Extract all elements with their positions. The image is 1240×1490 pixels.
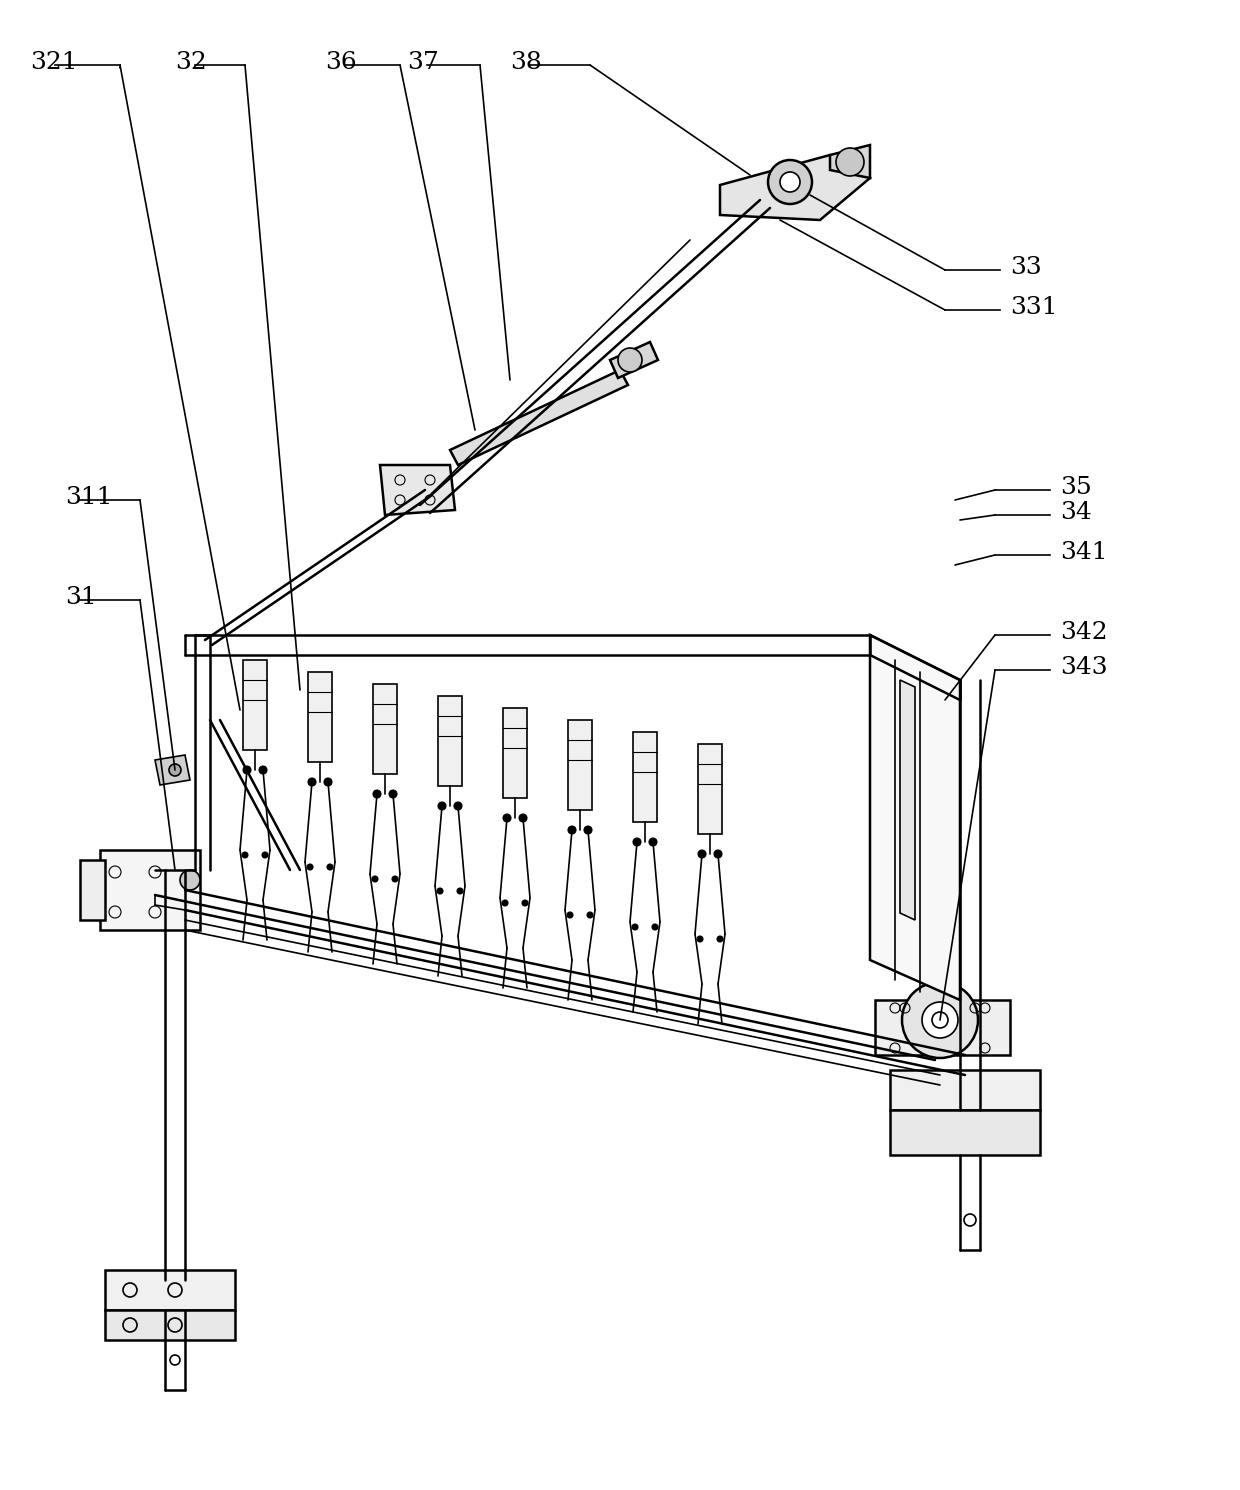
Circle shape [373,790,381,799]
Circle shape [259,766,267,773]
Circle shape [649,837,657,846]
Polygon shape [100,849,200,930]
Circle shape [458,888,463,894]
Circle shape [438,802,446,811]
Polygon shape [632,732,657,822]
Circle shape [389,790,397,799]
Polygon shape [438,696,463,787]
Circle shape [503,814,511,822]
Text: 36: 36 [325,51,357,73]
Circle shape [522,900,528,906]
Circle shape [568,825,577,834]
Polygon shape [243,660,267,749]
Circle shape [836,148,864,176]
Text: 342: 342 [1060,620,1107,644]
Polygon shape [610,343,658,378]
Polygon shape [155,755,190,785]
Text: 37: 37 [407,51,439,73]
Circle shape [372,876,378,882]
Circle shape [714,849,722,858]
Circle shape [697,936,703,942]
Circle shape [632,924,639,930]
Text: 343: 343 [1060,656,1107,678]
Polygon shape [503,708,527,799]
Circle shape [392,876,398,882]
Circle shape [308,864,312,870]
Polygon shape [890,1110,1040,1155]
Polygon shape [105,1310,236,1340]
Text: 341: 341 [1060,541,1107,563]
Circle shape [262,852,268,858]
Text: 31: 31 [64,586,97,608]
Polygon shape [379,465,455,516]
Text: 331: 331 [1011,295,1058,319]
Circle shape [780,171,800,192]
Text: 321: 321 [30,51,78,73]
Circle shape [327,864,334,870]
Polygon shape [900,679,915,919]
Polygon shape [830,145,870,177]
Circle shape [652,924,658,930]
Circle shape [502,900,508,906]
Polygon shape [875,1000,1011,1055]
Circle shape [717,936,723,942]
Text: 32: 32 [175,51,207,73]
Circle shape [587,912,593,918]
Polygon shape [373,684,397,773]
Circle shape [454,802,463,811]
Polygon shape [720,155,870,221]
Text: 34: 34 [1060,501,1091,523]
Circle shape [768,159,812,204]
Text: 38: 38 [510,51,542,73]
Polygon shape [698,744,722,834]
Circle shape [698,849,706,858]
Circle shape [632,837,641,846]
Text: 35: 35 [1060,475,1091,499]
Polygon shape [890,1070,1040,1110]
Circle shape [169,764,181,776]
Polygon shape [308,672,332,761]
Polygon shape [870,635,960,1000]
Circle shape [308,778,316,787]
Polygon shape [568,720,591,811]
Circle shape [243,766,250,773]
Circle shape [180,870,200,890]
Circle shape [324,778,332,787]
Text: 311: 311 [64,486,113,508]
Circle shape [567,912,573,918]
Circle shape [618,349,642,372]
Circle shape [923,1001,959,1039]
Circle shape [520,814,527,822]
Polygon shape [81,860,105,919]
Circle shape [901,982,978,1058]
Circle shape [584,825,591,834]
Circle shape [436,888,443,894]
Polygon shape [105,1269,236,1310]
Polygon shape [450,370,627,465]
Text: 33: 33 [1011,255,1042,279]
Circle shape [242,852,248,858]
